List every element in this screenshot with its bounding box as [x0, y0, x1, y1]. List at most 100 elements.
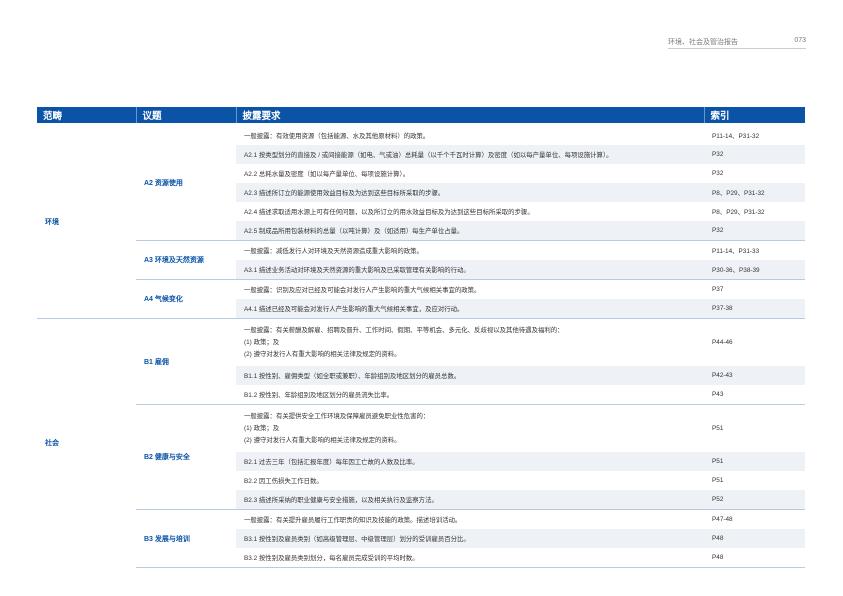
disclosure-line: 一般披露：减低发行人对环境及天然资源造成重大影响的政策。: [244, 248, 423, 255]
table-row: A2.2 总耗水量及密度（如以每产量单位、每项设施计算）。 P32: [37, 164, 805, 183]
disclosure-cell: B1.2 按性别、年龄组别及地区划分的雇员流失比率。: [236, 385, 704, 405]
disclosure-cell: 一般披露：有关薪酬及解雇、招聘及晋升、工作时间、假期、平等机会、多元化、反歧视以…: [236, 319, 704, 367]
disclosure-cell: A2.4 描述求取适用水源上可有任何问题，以及所订立的用水效益目标及为达到这些目…: [236, 202, 704, 221]
disclosure-line: A3.1 描述业务活动对环境及天然资源的重大影响及已采取管理有关影响的行动。: [244, 267, 470, 274]
table-row: B2.3 描述所采纳的职业健康与安全措施，以及相关执行及监察方法。 P52: [37, 490, 805, 510]
table-row: A4.1 描述已经及可能会对发行人产生影响的重大气候相关事宜，及应对行动。 P37…: [37, 299, 805, 319]
table-row: B1.2 按性别、年龄组别及地区划分的雇员流失比率。 P43: [37, 385, 805, 405]
table-row: 社会 B1 雇佣 一般披露：有关薪酬及解雇、招聘及晋升、工作时间、假期、平等机会、多…: [37, 318, 805, 568]
table-row: B3.2 按性别及雇员类别划分，每名雇员完成受训的平均时数。 P48: [37, 548, 805, 568]
disclosure-cell: 一般披露：识别及应对已经及可能会对发行人产生影响的重大气候相关事宜的政策。: [236, 280, 704, 300]
disclosure-cell: A2.2 总耗水量及密度（如以每产量单位、每项设施计算）。: [236, 164, 704, 183]
report-title: 环境、社会及管治报告: [668, 39, 738, 46]
table-row: A2.4 描述求取适用水源上可有任何问题，以及所订立的用水效益目标及为达到这些目…: [37, 202, 805, 221]
table-row: B1.1 按性别、雇佣类型（如全职或兼职）、年龄组别及地区划分的雇员总数。 P42…: [37, 366, 805, 385]
disclosure-line: B2.2 因工伤损失工作日数。: [244, 478, 323, 485]
disclosure-line: 一般披露：有关薪酬及解雇、招聘及晋升、工作时间、假期、平等机会、多元化、反歧视以…: [244, 326, 564, 334]
disclosure-cell: B2.1 过去三年（包括汇报年度）每年因工亡故的人数及比率。: [236, 452, 704, 471]
index-cell: P11-14、P31-33: [712, 248, 760, 255]
column-header-category: 范畴: [37, 107, 136, 123]
esg-index-table: 范畴 议题 披露要求 索引 环境 A2 资源使用 一般披露：有效使用资源（包括能源、…: [37, 107, 805, 568]
disclosure-line: A2.3 描述所订立的能源使用效益目标及为达到这些目标所采取的步骤。: [244, 190, 445, 197]
topic-cell: B2 健康与安全: [136, 404, 236, 510]
disclosure-cell: 一般披露：有关提升雇员履行工作职责的知识及技能的政策。描述培训活动。: [236, 510, 704, 530]
index-cell: P37: [712, 286, 724, 293]
disclosure-cell: A2.5 制成品所用包装材料的总量（以吨计算）及（如适用）每生产单位占量。: [236, 221, 704, 241]
disclosure-cell: B2.3 描述所采纳的职业健康与安全措施，以及相关执行及监察方法。: [236, 490, 704, 510]
disclosure-line: (2) 遵守对发行人有重大影响的相关法律及规定的资料。: [244, 436, 401, 444]
disclosure-line: A2.4 描述求取适用水源上可有任何问题，以及所订立的用水效益目标及为达到这些目…: [244, 209, 534, 216]
table-row: A2.3 描述所订立的能源使用效益目标及为达到这些目标所采取的步骤。 P8、P29…: [37, 183, 805, 202]
table-header-row: 范畴 议题 披露要求 索引: [37, 107, 805, 123]
disclosure-line: B1.2 按性别、年龄组别及地区划分的雇员流失比率。: [244, 392, 394, 399]
index-cell: P48: [704, 548, 805, 568]
topic-cell: A3 环境及天然资源: [136, 240, 236, 280]
table-row: A3 环境及天然资源 一般披露：减低发行人对环境及天然资源造成重大影响的政策。 P1…: [37, 240, 805, 280]
column-header-index: 索引: [703, 107, 805, 123]
index-cell: P37-38: [704, 299, 805, 319]
topic-cell: A4 气候变化: [136, 279, 236, 319]
disclosure-line: (1) 政策；及: [244, 338, 280, 346]
disclosure-line: (1) 政策；及: [244, 424, 280, 432]
disclosure-line: A2.1 按类型划分的直接及 / 或间接能源（如电、气或油）总耗量（以千个千瓦时…: [244, 152, 613, 159]
table-row: A2.5 制成品所用包装材料的总量（以吨计算）及（如适用）每生产单位占量。 P32: [37, 221, 805, 241]
disclosure-line: 一般披露：有效使用资源（包括能源、水及其他原材料）的政策。: [244, 133, 430, 140]
disclosure-cell: B3.2 按性别及雇员类别划分，每名雇员完成受训的平均时数。: [236, 548, 704, 568]
disclosure-line: (2) 遵守对发行人有重大影响的相关法律及规定的资料。: [244, 350, 401, 358]
category-cell: 环境: [37, 126, 136, 319]
category-cell: 社会: [37, 318, 136, 568]
table-row: B2 健康与安全 一般披露：有关提供安全工作环境及保障雇员避免职业性危害的： (1)…: [37, 404, 805, 510]
disclosure-line: B3.2 按性别及雇员类别划分，每名雇员完成受训的平均时数。: [244, 555, 419, 562]
column-header-topic: 议题: [135, 107, 236, 123]
topic-cell: A2 资源使用: [136, 126, 236, 241]
table-row: B2.2 因工伤损失工作日数。 P51: [37, 471, 805, 490]
disclosure-cell: 一般披露：有关提供安全工作环境及保障雇员避免职业性危害的： (1) 政策；及 (2)…: [236, 405, 704, 453]
table-row: A3.1 描述业务活动对环境及天然资源的重大影响及已采取管理有关影响的行动。 P3…: [37, 260, 805, 280]
table-body: 环境 A2 资源使用 一般披露：有效使用资源（包括能源、水及其他原材料）的政策。 P1…: [37, 123, 805, 568]
index-cell: P42-43: [704, 366, 805, 385]
index-cell: P32: [712, 170, 724, 177]
index-cell: P51: [712, 477, 724, 484]
disclosure-line: A2.5 制成品所用包装材料的总量（以吨计算）及（如适用）每生产单位占量。: [244, 228, 464, 235]
disclosure-cell: A2.1 按类型划分的直接及 / 或间接能源（如电、气或油）总耗量（以千个千瓦时…: [236, 145, 704, 164]
index-cell: P8、P29、P31-32: [704, 183, 805, 202]
index-cell: P44-46: [712, 339, 733, 346]
index-cell: P52: [704, 490, 805, 510]
index-cell: P32: [704, 145, 805, 164]
disclosure-cell: A4.1 描述已经及可能会对发行人产生影响的重大气候相关事宜，及应对行动。: [236, 299, 704, 319]
table-row: B2.1 过去三年（包括汇报年度）每年因工亡故的人数及比率。 P51: [37, 452, 805, 471]
index-cell: P48: [704, 529, 805, 548]
index-cell: P8、P29、P31-32: [712, 209, 765, 216]
disclosure-line: B2.1 过去三年（包括汇报年度）每年因工亡故的人数及比率。: [244, 459, 419, 466]
index-cell: P51: [712, 425, 724, 432]
disclosure-line: 一般披露：有关提升雇员履行工作职责的知识及技能的政策。描述培训活动。: [244, 517, 462, 524]
index-cell: P47-48: [712, 516, 733, 523]
disclosure-line: 一般披露：有关提供安全工作环境及保障雇员避免职业性危害的：: [244, 412, 430, 420]
topic-cell: B1 雇佣: [136, 318, 236, 405]
disclosure-cell: B1.1 按性别、雇佣类型（如全职或兼职）、年龄组别及地区划分的雇员总数。: [236, 366, 704, 385]
index-cell: P43: [704, 385, 805, 405]
disclosure-line: A2.2 总耗水量及密度（如以每产量单位、每项设施计算）。: [244, 171, 410, 178]
disclosure-cell: 一般披露：有效使用资源（包括能源、水及其他原材料）的政策。: [236, 126, 704, 145]
table-row: 环境 A2 资源使用 一般披露：有效使用资源（包括能源、水及其他原材料）的政策。 P1…: [37, 126, 805, 319]
disclosure-cell: 一般披露：减低发行人对环境及天然资源造成重大影响的政策。: [236, 241, 704, 261]
disclosure-cell: A2.3 描述所订立的能源使用效益目标及为达到这些目标所采取的步骤。: [236, 183, 704, 202]
table-row: B3.1 按性别及雇员类别（如高级管理层、中级管理层）划分的受训雇员百分比。 P4…: [37, 529, 805, 548]
topic-cell: B3 发展与培训: [136, 509, 236, 568]
table-row: A2.1 按类型划分的直接及 / 或间接能源（如电、气或油）总耗量（以千个千瓦时…: [37, 145, 805, 164]
index-cell: P32: [704, 221, 805, 241]
disclosure-line: B1.1 按性别、雇佣类型（如全职或兼职）、年龄组别及地区划分的雇员总数。: [244, 373, 461, 380]
index-cell: P11-14、P31-32: [712, 133, 760, 140]
disclosure-line: B3.1 按性别及雇员类别（如高级管理层、中级管理层）划分的受训雇员百分比。: [244, 536, 470, 543]
table-row: B3 发展与培训 一般披露：有关提升雇员履行工作职责的知识及技能的政策。描述培训活…: [37, 509, 805, 568]
page-number: 073: [794, 37, 806, 44]
disclosure-line: B2.3 描述所采纳的职业健康与安全措施，以及相关执行及监察方法。: [244, 497, 438, 504]
disclosure-line: A4.1 描述已经及可能会对发行人产生影响的重大气候相关事宜，及应对行动。: [244, 306, 464, 313]
disclosure-cell: A3.1 描述业务活动对环境及天然资源的重大影响及已采取管理有关影响的行动。: [236, 260, 704, 280]
index-cell: P30-36、P38-39: [704, 260, 805, 280]
page-header: 环境、社会及管治报告 073: [668, 37, 806, 49]
disclosure-cell: B2.2 因工伤损失工作日数。: [236, 471, 704, 490]
table-row: A4 气候变化 一般披露：识别及应对已经及可能会对发行人产生影响的重大气候相关事宜…: [37, 279, 805, 319]
column-header-disclosure: 披露要求: [235, 107, 704, 123]
index-cell: P51: [704, 452, 805, 471]
